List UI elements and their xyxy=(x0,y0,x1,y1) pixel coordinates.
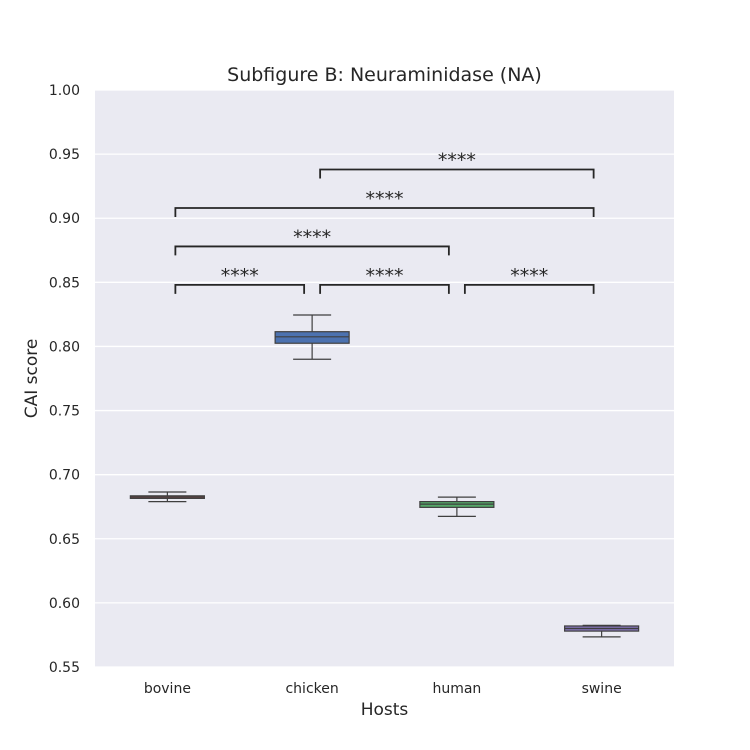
y-tick-label: 0.80 xyxy=(49,339,80,355)
box-chicken xyxy=(274,314,350,360)
significance-label: **** xyxy=(510,265,548,287)
box-human xyxy=(419,496,495,517)
y-tick-label: 0.85 xyxy=(49,275,80,291)
significance-bracket: **** xyxy=(174,226,450,256)
significance-bracket: **** xyxy=(319,149,595,179)
x-tick-label: human xyxy=(432,681,481,697)
significance-label: **** xyxy=(221,265,259,287)
significance-label: **** xyxy=(293,226,331,248)
y-tick-label: 0.95 xyxy=(49,147,80,163)
y-tick-label: 0.90 xyxy=(49,211,80,227)
x-tick-labels: bovine chicken human swine xyxy=(144,681,622,697)
bracket-line xyxy=(319,168,595,179)
box-body xyxy=(274,331,350,344)
y-tick-label: 0.75 xyxy=(49,404,80,420)
y-tick-label: 0.55 xyxy=(49,660,80,676)
significance-annotations: **** **** **** **** **** **** xyxy=(174,149,595,294)
chart-title: Subfigure B: Neuraminidase (NA) xyxy=(227,64,542,86)
significance-bracket: **** xyxy=(319,265,450,294)
significance-label: **** xyxy=(366,188,404,210)
bracket-line xyxy=(174,245,450,256)
box-bovine xyxy=(129,491,205,503)
significance-bracket: **** xyxy=(463,265,595,294)
x-axis-title: Hosts xyxy=(361,700,409,720)
y-tick-label: 1.00 xyxy=(49,83,80,99)
box-plots xyxy=(129,314,640,638)
y-axis-title: CAI score xyxy=(22,339,42,419)
x-tick-label: swine xyxy=(582,681,622,697)
x-tick-label: chicken xyxy=(285,681,338,697)
plot-background xyxy=(95,90,674,667)
bracket-line xyxy=(463,283,595,294)
significance-bracket: **** xyxy=(174,188,595,217)
y-tick-label: 0.60 xyxy=(49,596,80,612)
x-tick-label: bovine xyxy=(144,681,191,697)
y-tick-label: 0.70 xyxy=(49,468,80,484)
significance-bracket: **** xyxy=(174,265,306,294)
significance-label: **** xyxy=(438,149,476,171)
y-tick-labels: 0.55 0.60 0.65 0.70 0.75 0.80 0.85 0.90 0.95 1.00 xyxy=(49,83,80,676)
bracket-line xyxy=(174,283,306,294)
gridlines xyxy=(95,89,674,668)
bracket-line xyxy=(319,283,450,294)
y-tick-label: 0.65 xyxy=(49,532,80,548)
bracket-line xyxy=(174,207,595,217)
significance-label: **** xyxy=(366,265,404,287)
box-swine xyxy=(564,624,640,638)
